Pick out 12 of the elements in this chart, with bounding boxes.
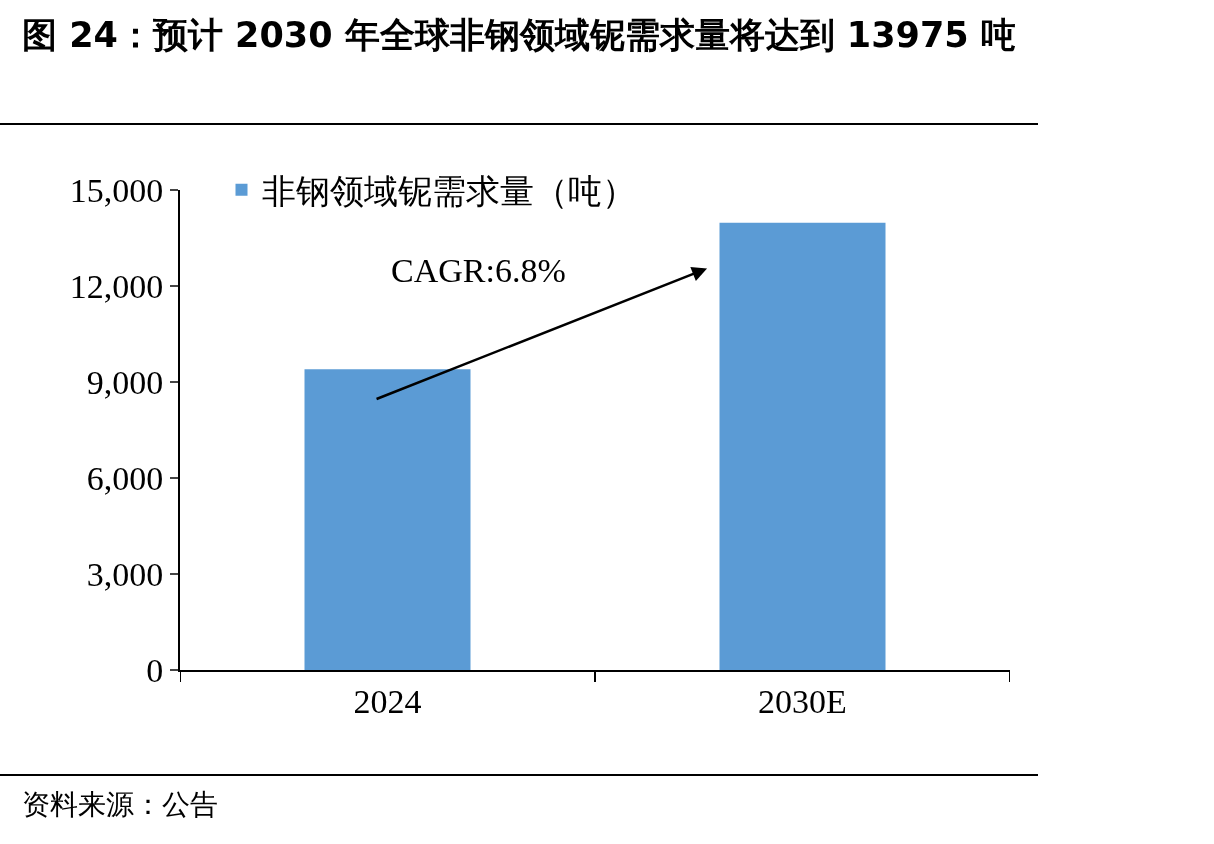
x-tick-label: 2024 [353,682,422,720]
y-tick-label: 9,000 [86,363,164,401]
legend-label: 非钢领域铌需求量（吨） [261,171,636,212]
chart-title: 图 24：预计 2030 年全球非钢领域铌需求量将达到 13975 吨 [22,14,1017,57]
y-tick-label: 0 [146,651,164,689]
y-tick-label: 3,000 [86,555,164,593]
annotation: CAGR:6.8% [391,252,566,289]
x-tick-label: 2030E [758,682,847,720]
text: 资料来源：公告 [22,787,218,823]
y-tick-label: 15,000 [69,171,164,209]
y-tick-label: 12,000 [69,267,164,305]
y-tick-label: 6,000 [86,459,164,497]
